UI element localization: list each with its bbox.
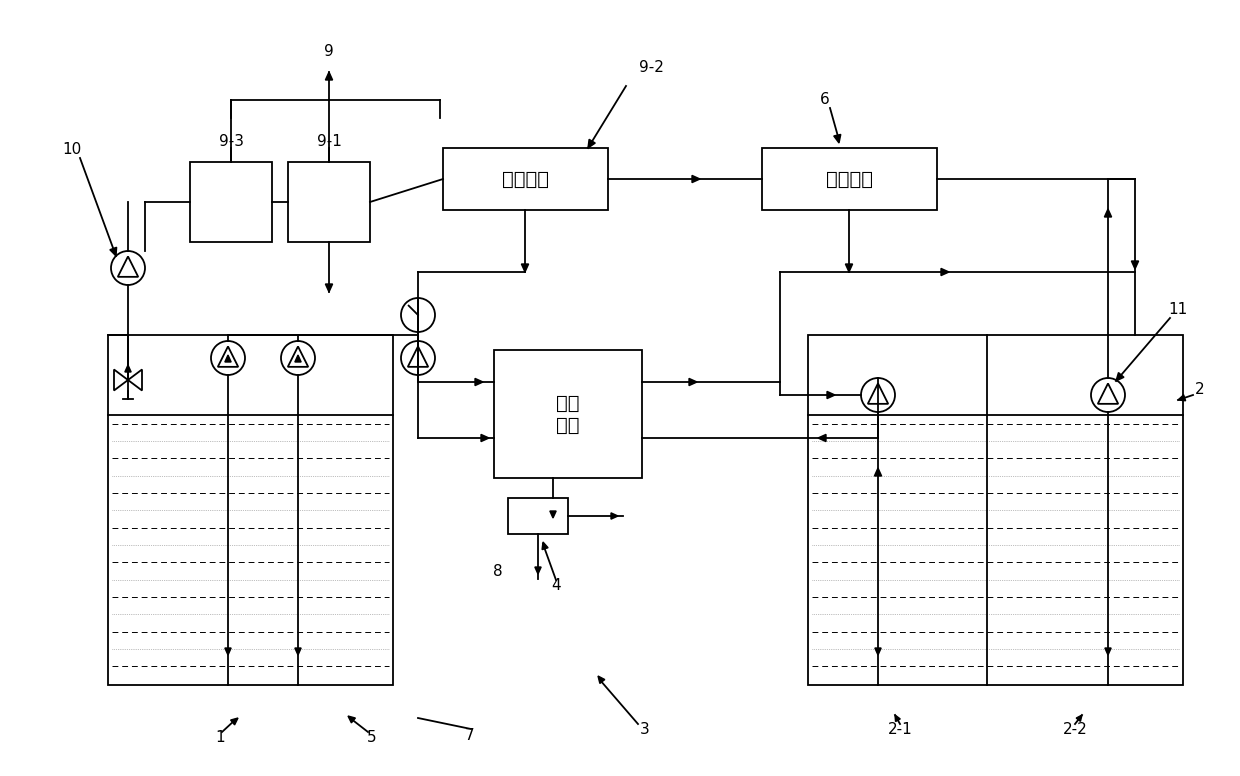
Polygon shape [846,264,853,272]
Polygon shape [125,365,131,372]
Bar [443,148,608,210]
Text: 9-3: 9-3 [218,134,243,150]
Text: 纯水机组: 纯水机组 [502,169,549,189]
Polygon shape [874,468,882,476]
Polygon shape [114,369,128,390]
Polygon shape [827,391,835,399]
Polygon shape [231,718,238,725]
Polygon shape [128,369,143,390]
Polygon shape [1178,395,1185,400]
Polygon shape [521,264,528,272]
Bar [108,335,393,685]
Bar [288,162,370,242]
Polygon shape [833,134,841,143]
Polygon shape [224,648,231,655]
Polygon shape [1105,648,1111,655]
Bar [190,162,272,242]
Polygon shape [481,435,489,442]
Polygon shape [895,715,900,722]
Text: 8: 8 [494,564,502,580]
Polygon shape [875,648,882,655]
Bar [494,350,642,478]
Polygon shape [941,268,949,275]
Text: 1: 1 [216,730,224,746]
Polygon shape [534,567,541,574]
Text: 10: 10 [62,143,82,158]
Polygon shape [295,648,301,655]
Polygon shape [689,379,697,386]
Polygon shape [325,72,332,80]
Polygon shape [598,676,605,684]
Bar [508,498,568,534]
Bar [763,148,937,210]
Text: 5: 5 [367,730,377,746]
Polygon shape [325,284,332,292]
Polygon shape [1076,715,1083,722]
Polygon shape [110,248,117,256]
Text: 2: 2 [1195,383,1205,397]
Text: 7: 7 [465,728,475,743]
Bar [808,335,1183,685]
Polygon shape [224,355,231,362]
Polygon shape [549,511,557,518]
Polygon shape [295,355,301,362]
Text: 制冷机组: 制冷机组 [826,169,873,189]
Polygon shape [692,175,701,182]
Polygon shape [542,542,548,549]
Text: 6: 6 [820,92,830,108]
Text: 2-1: 2-1 [888,722,913,737]
Text: 11: 11 [1168,303,1188,317]
Polygon shape [818,435,826,442]
Polygon shape [1105,209,1111,217]
Text: 2-2: 2-2 [1063,722,1087,737]
Text: 9-2: 9-2 [639,61,663,75]
Text: 9-1: 9-1 [316,134,341,150]
Polygon shape [1131,261,1138,269]
Polygon shape [475,379,484,386]
Polygon shape [588,140,595,148]
Text: 热交
换器: 热交 换器 [557,393,580,435]
Text: 9: 9 [324,44,334,60]
Polygon shape [348,716,356,723]
Text: 3: 3 [640,722,650,737]
Text: 4: 4 [552,578,560,594]
Polygon shape [1116,372,1123,381]
Polygon shape [611,513,618,519]
